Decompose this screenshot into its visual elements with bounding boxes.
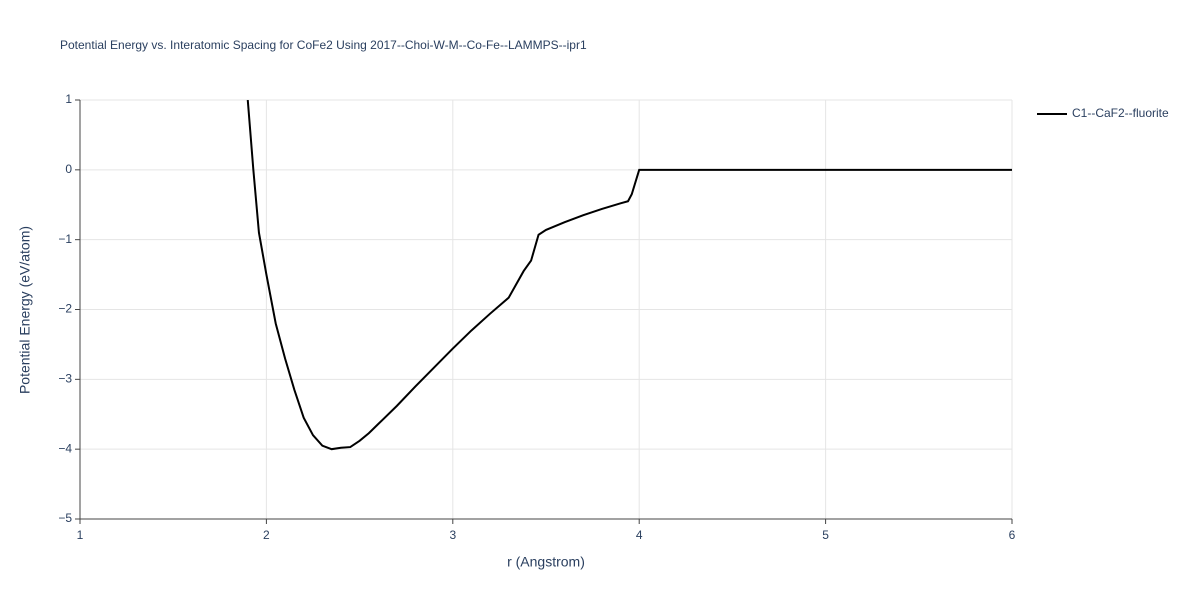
series-line xyxy=(246,100,1012,451)
x-tick-label: 2 xyxy=(263,528,270,542)
plot-area xyxy=(246,100,1012,451)
y-tick-label: −2 xyxy=(58,302,72,316)
x-tick-label: 6 xyxy=(1009,528,1016,542)
y-tick-label: −3 xyxy=(58,372,72,386)
y-tick-label: −5 xyxy=(58,511,72,525)
y-axis-label: Potential Energy (eV/atom) xyxy=(17,226,33,394)
x-tick-label: 5 xyxy=(822,528,829,542)
x-tick-label: 3 xyxy=(449,528,456,542)
x-axis-label: r (Angstrom) xyxy=(507,554,585,570)
x-tick-label: 4 xyxy=(636,528,643,542)
legend-label: C1--CaF2--fluorite xyxy=(1072,106,1169,120)
y-tick-label: 1 xyxy=(65,92,72,106)
axes: 1 2 3 4 5 6 −5 −4 −3 −2 −1 0 1 xyxy=(58,92,1015,542)
y-tick-label: −4 xyxy=(58,441,72,455)
y-tick-label: 0 xyxy=(65,162,72,176)
y-tick-label: −1 xyxy=(58,232,72,246)
x-tick-label: 1 xyxy=(77,528,84,542)
chart-title: Potential Energy vs. Interatomic Spacing… xyxy=(60,38,587,52)
grid xyxy=(79,99,1013,520)
